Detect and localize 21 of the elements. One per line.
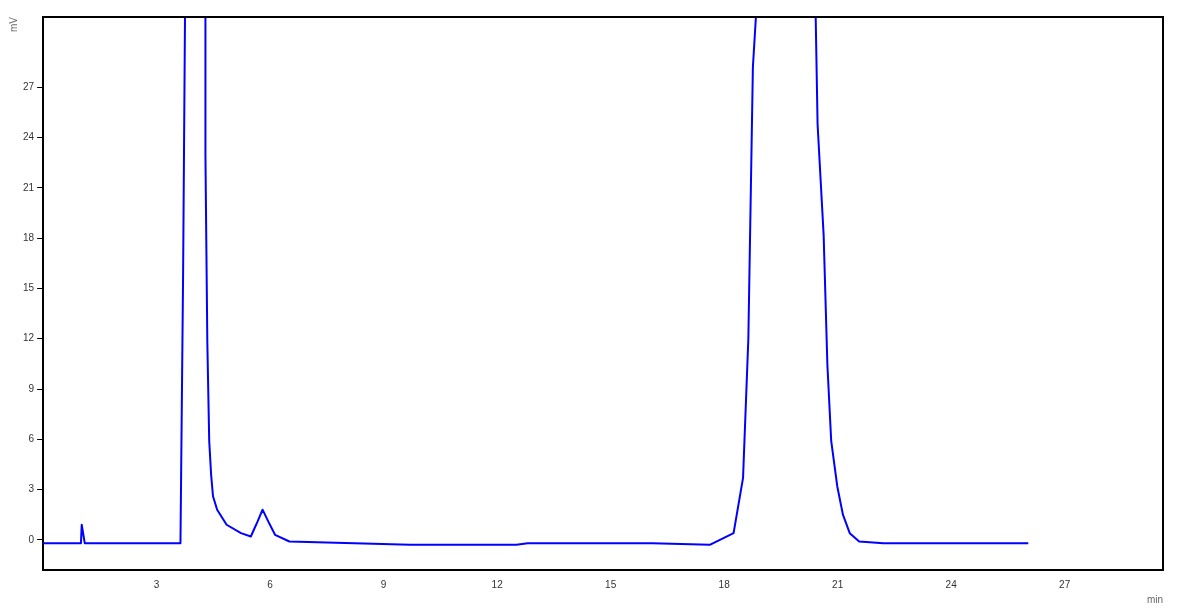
y-tick-label: 15 xyxy=(23,282,35,294)
y-tick-label: 12 xyxy=(23,332,35,344)
x-tick-label: 27 xyxy=(1059,578,1071,590)
x-tick-label: 15 xyxy=(605,578,617,590)
x-tick-label: 9 xyxy=(380,578,387,590)
x-tick-label: 3 xyxy=(153,578,160,590)
y-tick-label: 18 xyxy=(23,231,35,243)
x-tick-label: 6 xyxy=(267,578,274,590)
y-tick-label: 21 xyxy=(23,181,35,193)
x-tick-label: 21 xyxy=(832,578,844,590)
y-tick-label: 9 xyxy=(28,382,35,394)
x-tick-label: 24 xyxy=(945,578,958,590)
y-tick-label: 0 xyxy=(28,533,35,545)
x-tick-label: 12 xyxy=(491,578,504,590)
x-axis-title: min xyxy=(1146,593,1163,605)
y-tick-label: 27 xyxy=(23,81,35,93)
y-tick-label: 24 xyxy=(23,131,35,143)
x-tick-label: 18 xyxy=(718,578,731,590)
y-axis-title: mV xyxy=(7,16,19,32)
y-tick-label: 6 xyxy=(28,433,35,445)
y-tick-label: 3 xyxy=(28,483,35,495)
